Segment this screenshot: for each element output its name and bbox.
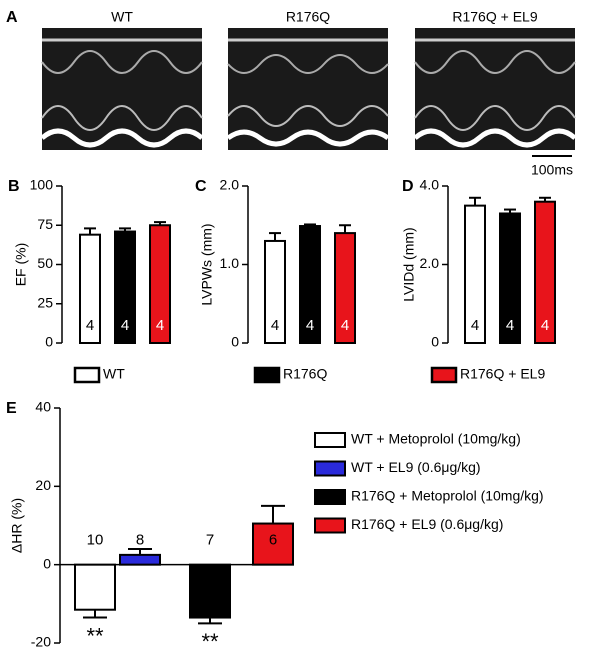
panel-a: A WT R176Q R176Q + EL9 100ms (6, 9, 577, 178)
image-title: R176Q + EL9 (452, 9, 537, 25)
bar (499, 212, 521, 344)
y-tick-label: 20 (35, 477, 51, 493)
panel-label: A (6, 9, 18, 26)
y-tick-label: 4.0 (420, 177, 440, 193)
y-tick-label: 25 (37, 294, 53, 310)
bar (79, 233, 101, 344)
bar (114, 230, 136, 344)
y-tick-label: 50 (37, 255, 53, 271)
legend-label: R176Q + EL9 (0.6μg/kg) (351, 516, 503, 532)
bar (264, 239, 286, 344)
y-tick-label: 2.0 (220, 177, 240, 193)
bar (534, 200, 556, 344)
y-tick-label: 1.0 (220, 255, 240, 271)
y-tick-label: 0 (231, 334, 239, 350)
bar (119, 553, 161, 566)
legend-label: R176Q (283, 366, 327, 382)
legend-label: R176Q + EL9 (460, 366, 545, 382)
n-label: 4 (156, 317, 164, 334)
bar (464, 204, 486, 344)
bar (299, 225, 321, 344)
y-tick-label: 75 (37, 216, 53, 232)
n-label: 4 (541, 317, 549, 334)
bar (74, 563, 116, 611)
bar (252, 522, 294, 566)
legend-label: R176Q + Metoprolol (10mg/kg) (351, 488, 544, 504)
mmode-image (40, 28, 204, 150)
n-label: 8 (136, 532, 144, 549)
y-tick-label: 0 (43, 555, 51, 571)
mmode-image (413, 28, 577, 150)
legend-swatch (314, 460, 346, 477)
y-axis-label: LVIDd (mm) (401, 227, 417, 301)
panel-label: E (6, 400, 17, 417)
n-label: 4 (341, 317, 349, 334)
mmode-image (226, 28, 390, 150)
n-label: 4 (306, 317, 314, 334)
significance: ** (201, 629, 219, 654)
legend-swatch (314, 432, 346, 448)
legend-swatch (314, 489, 346, 505)
y-tick-label: 0 (431, 334, 439, 350)
bar (149, 224, 171, 344)
n-label: 10 (87, 532, 104, 549)
y-axis-label: ΔHR (%) (9, 498, 25, 553)
legend-label: WT + Metoprolol (10mg/kg) (351, 431, 521, 447)
n-label: 4 (506, 317, 514, 334)
bar (334, 232, 356, 345)
y-tick-label: 0 (45, 334, 53, 350)
legend-label: WT (103, 366, 125, 382)
scale-bar-label: 100ms (531, 162, 573, 178)
legend-label: WT + EL9 (0.6μg/kg) (351, 459, 481, 475)
n-label: 4 (471, 317, 479, 334)
legend-swatch (314, 517, 346, 534)
y-tick-label: -20 (31, 634, 51, 650)
n-label: 4 (271, 317, 279, 334)
y-tick-label: 2.0 (420, 255, 440, 271)
y-axis-label: LVPWs (mm) (199, 223, 215, 305)
panel-label: C (195, 178, 207, 195)
n-label: 7 (206, 532, 214, 549)
y-tick-label: 40 (35, 399, 51, 415)
legend-swatch (73, 366, 101, 384)
n-label: 6 (269, 532, 277, 549)
image-title: WT (111, 9, 133, 25)
bar (189, 563, 231, 619)
y-axis-label: EF (%) (13, 243, 29, 287)
legend-swatch (430, 366, 458, 384)
panel-label: B (8, 178, 20, 195)
n-label: 4 (121, 317, 129, 334)
significance: ** (86, 623, 104, 648)
legend-swatch (253, 366, 281, 384)
image-title: R176Q (286, 9, 330, 25)
y-tick-label: 100 (30, 177, 54, 193)
panel-label: D (402, 178, 414, 195)
n-label: 4 (86, 317, 94, 334)
